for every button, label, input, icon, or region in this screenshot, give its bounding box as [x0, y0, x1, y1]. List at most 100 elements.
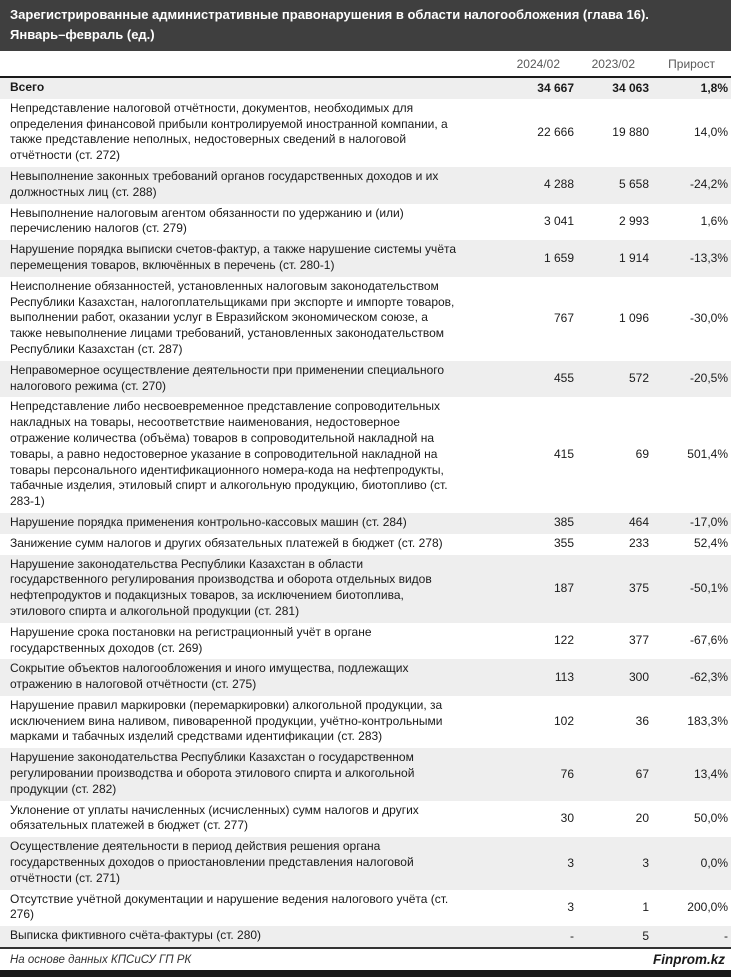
table-row: Нарушение законодательства Республики Ка…	[0, 554, 731, 623]
value-2023: 2 993	[618, 213, 649, 228]
value-2024: 3	[567, 900, 574, 915]
violation-label: Нарушение порядка применения контрольно-…	[10, 514, 407, 529]
table-row: Сокрытие объектов налогообложения и иног…	[0, 659, 731, 696]
value-2023: 67	[635, 766, 649, 781]
value-2024: 355	[553, 536, 574, 551]
growth-value: 14,0%	[693, 124, 728, 139]
table-row: Невыполнение законных требований органов…	[0, 166, 731, 204]
column-headers: 2024/02 2023/02 Прирост	[0, 51, 731, 78]
violation-label: Нарушение порядка выписки счетов-фактур,…	[10, 242, 457, 272]
value-2024: 415	[553, 447, 574, 462]
table-row: Нарушение порядка применения контрольно-…	[0, 512, 731, 534]
violation-label: Отсутствие учётной документации и наруше…	[10, 891, 449, 922]
value-2023: 36	[635, 714, 649, 729]
growth-value: 1,6%	[700, 213, 728, 228]
value-2023: 5	[642, 928, 649, 943]
value-2023: 5 658	[618, 177, 649, 192]
growth-value: 13,4%	[693, 766, 728, 781]
growth-value: 183,3%	[687, 714, 728, 729]
growth-value: 501,4%	[687, 447, 728, 462]
table-row: Осуществление деятельности в период дейс…	[0, 837, 731, 890]
column-header-growth: Прирост	[668, 56, 715, 71]
table-row: Невыполнение налоговым агентом обязаннос…	[0, 203, 731, 241]
report-title-line2: Январь–февраль (ед.)	[10, 27, 155, 42]
report-title-line1: Зарегистрированные административные прав…	[10, 7, 649, 22]
growth-value: -67,6%	[689, 633, 728, 648]
table-row: Неисполнение обязанностей, установленных…	[0, 276, 731, 361]
column-header-2024: 2024/02	[516, 56, 560, 71]
violation-label: Невыполнение законных требований органов…	[10, 168, 439, 199]
value-2024: 30	[560, 811, 574, 826]
value-2024: 113	[554, 669, 574, 684]
table-row: Выписка фиктивного счёта-фактуры (ст. 28…	[0, 926, 731, 948]
value-2024: 22 666	[537, 124, 574, 139]
table-row: Нарушение срока постановки на регистраци…	[0, 622, 731, 660]
violation-label: Нарушение правил маркировки (перемаркиро…	[10, 697, 443, 744]
brand-logo: Finprom.kz	[652, 952, 725, 968]
value-2024: 3 041	[543, 213, 574, 228]
violation-label: Нарушение срока постановки на регистраци…	[10, 624, 372, 655]
value-2024: 1 659	[543, 250, 574, 265]
table-row: Непредставление либо несвоевременное пре…	[0, 397, 731, 513]
value-2024: 102	[553, 714, 574, 729]
value-2023: 1 914	[618, 250, 649, 265]
violation-label: Непредставление налоговой отчётности, до…	[10, 100, 448, 163]
growth-value: -20,5%	[689, 371, 728, 386]
value-2023: 464	[628, 515, 649, 530]
value-2023: 377	[628, 633, 649, 648]
value-2024: 76	[560, 766, 574, 781]
growth-value: -50,1%	[689, 580, 728, 595]
value-2024: 385	[553, 515, 574, 530]
value-2024: 122	[553, 633, 574, 648]
growth-value: -24,2%	[689, 177, 728, 192]
violation-label: Неправомерное осуществление деятельности…	[10, 362, 445, 393]
violation-label: Неисполнение обязанностей, установленных…	[10, 278, 455, 356]
table-row: Непредставление налоговой отчётности, до…	[0, 98, 731, 167]
value-2024: 455	[553, 371, 574, 386]
footer: На основе данных КПСиСУ ГП РК Finprom.kz	[0, 947, 731, 970]
value-2024: -	[570, 928, 574, 943]
violation-label: Сокрытие объектов налогообложения и иног…	[10, 661, 409, 692]
violation-label: Нарушение законодательства Республики Ка…	[10, 750, 415, 796]
table-row: Занижение сумм налогов и других обязател…	[0, 533, 731, 555]
table-row: Уклонение от уплаты начисленных (исчисле…	[0, 800, 731, 838]
source-note: На основе данных КПСиСУ ГП РК	[10, 953, 192, 966]
growth-value: -	[724, 928, 728, 943]
violation-label: Выписка фиктивного счёта-фактуры (ст. 28…	[10, 928, 262, 943]
value-2023: 1 096	[618, 310, 649, 325]
value-2023: 20	[635, 811, 649, 826]
value-2024: 4 288	[543, 177, 574, 192]
table-row: Отсутствие учётной документации и наруше…	[0, 889, 731, 927]
value-2024: 187	[553, 580, 574, 595]
growth-value: 200,0%	[687, 900, 728, 915]
growth-value: -17,0%	[689, 515, 728, 530]
violation-label: Уклонение от уплаты начисленных (исчисле…	[10, 802, 419, 833]
value-2023: 375	[628, 580, 649, 595]
value-2023: 34 063	[612, 80, 649, 95]
growth-value: 52,4%	[693, 536, 728, 551]
table-row: Неправомерное осуществление деятельности…	[0, 360, 731, 398]
column-header-2023: 2023/02	[591, 56, 635, 71]
bottom-bar	[0, 970, 731, 977]
violation-label: Занижение сумм налогов и других обязател…	[10, 535, 443, 550]
table-row: Всего 34 667 34 063 1,8%	[0, 78, 731, 99]
growth-value: 1,8%	[700, 80, 728, 95]
value-2023: 19 880	[612, 124, 649, 139]
violation-label: Непредставление либо несвоевременное пре…	[10, 399, 448, 509]
table-row: Нарушение правил маркировки (перемаркиро…	[0, 695, 731, 749]
title-bar: Зарегистрированные административные прав…	[0, 0, 731, 51]
violation-label: Осуществление деятельности в период дейс…	[10, 839, 414, 885]
value-2024: 34 667	[537, 80, 574, 95]
table-body: Всего 34 667 34 063 1,8% Непредставление…	[0, 78, 731, 948]
value-2023: 1	[642, 900, 649, 915]
value-2023: 300	[628, 669, 649, 684]
table-row: Нарушение законодательства Республики Ка…	[0, 748, 731, 801]
value-2024: 767	[553, 310, 574, 325]
value-2023: 572	[628, 371, 649, 386]
violation-label: Всего	[10, 80, 45, 94]
violation-label: Нарушение законодательства Республики Ка…	[10, 556, 432, 618]
violation-label: Невыполнение налоговым агентом обязаннос…	[10, 205, 404, 236]
growth-value: 50,0%	[693, 811, 728, 826]
growth-value: -30,0%	[689, 310, 728, 325]
